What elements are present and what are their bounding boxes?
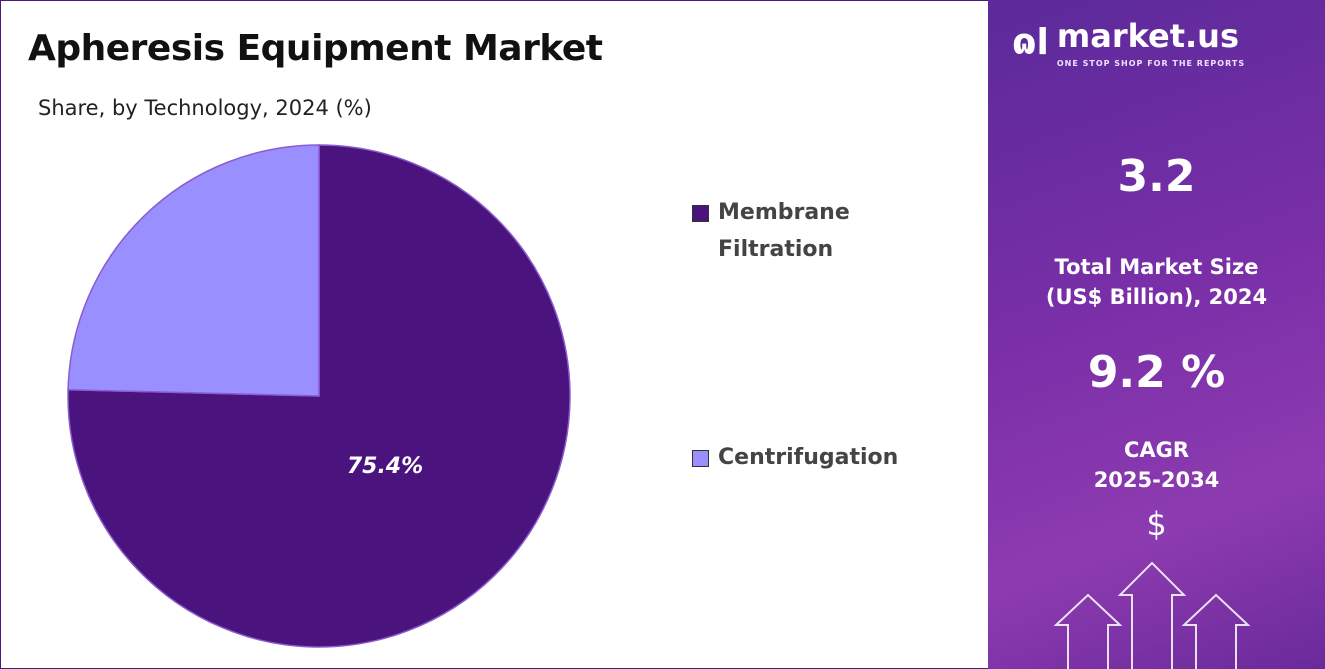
cagr-label-1: CAGR bbox=[1123, 438, 1190, 462]
pie-chart: 75.4% bbox=[67, 144, 571, 648]
dollar-icon: $ bbox=[1146, 505, 1167, 543]
logo-tagline: ONE STOP SHOP FOR THE REPORTS bbox=[1056, 59, 1246, 68]
data-label: 75.4% bbox=[347, 454, 423, 479]
chart-title: Apheresis Equipment Market bbox=[28, 28, 603, 69]
market-us-logo: ɷl market.us ONE STOP SHOP FOR THE REPOR… bbox=[1012, 16, 1245, 70]
legend-swatch bbox=[692, 450, 709, 467]
cagr-value: 9.2 % bbox=[1087, 347, 1226, 398]
market-size-value: 3.2 bbox=[1117, 151, 1196, 202]
logo-text: market.us bbox=[1056, 17, 1239, 55]
legend-item-membrane-filtration: Membrane Filtration bbox=[692, 194, 888, 268]
legend-swatch bbox=[692, 205, 709, 222]
chart-subtitle: Share, by Technology, 2024 (%) bbox=[38, 96, 372, 120]
summary-panel: ɷl market.us ONE STOP SHOP FOR THE REPOR… bbox=[988, 0, 1325, 669]
pie-slice-centrifugation bbox=[67, 144, 320, 397]
logo-icon: ɷl bbox=[1012, 22, 1049, 63]
growth-arrows-icon bbox=[1053, 561, 1251, 669]
cagr-label-2: 2025-2034 bbox=[1093, 468, 1220, 492]
legend-label: Membrane Filtration bbox=[718, 200, 850, 262]
market-size-label-1: Total Market Size bbox=[1054, 255, 1259, 279]
legend-item-centrifugation: Centrifugation bbox=[692, 439, 898, 476]
legend-label: Centrifugation bbox=[718, 445, 899, 470]
market-size-label-2: (US$ Billion), 2024 bbox=[1045, 285, 1268, 309]
